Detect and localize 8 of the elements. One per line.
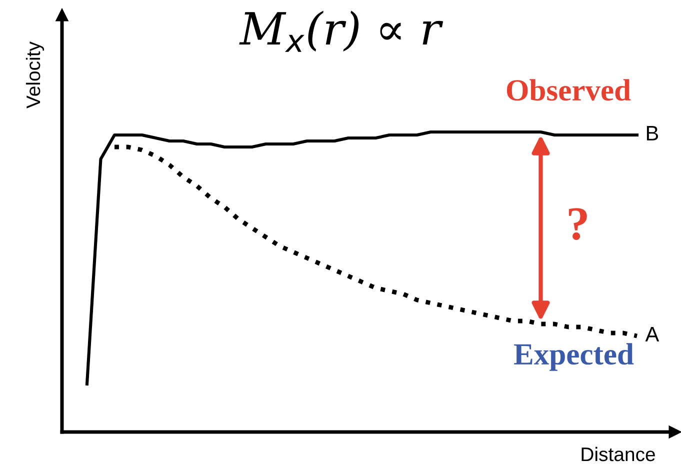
chart-title: M$_{x}$(r) ∝ r <box>239 10 444 52</box>
series-label: B <box>646 126 658 140</box>
annotation: ? <box>568 208 587 240</box>
text: Observed <box>506 79 631 101</box>
y-axis-title: Velocity <box>26 42 44 108</box>
x-axis-title: Distance <box>582 446 655 462</box>
series-label: A <box>645 327 660 342</box>
annotation: Expected <box>514 343 634 371</box>
